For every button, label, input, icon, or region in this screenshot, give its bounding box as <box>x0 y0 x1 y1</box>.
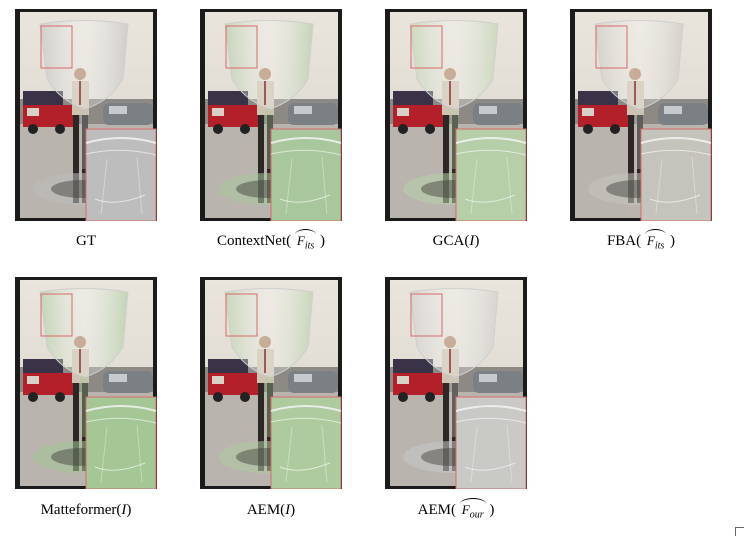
matting-result-image <box>385 9 527 221</box>
method-name: AEM( <box>417 502 456 518</box>
panel-caption: ContextNet( Fits ) <box>186 229 356 256</box>
matting-result-image <box>200 277 342 489</box>
matting-result-image <box>200 9 342 221</box>
corner-mark-icon <box>735 527 744 536</box>
input-symbol: I <box>121 502 127 518</box>
input-symbol: I <box>285 502 291 518</box>
closing-paren: ) <box>474 233 480 249</box>
input-symbol: I <box>469 233 475 249</box>
method-name: GCA( <box>432 233 470 249</box>
panel-caption: Matteformer(I) <box>1 501 171 519</box>
method-name: ContextNet( <box>216 233 292 249</box>
method-name: GT <box>76 233 96 249</box>
method-name: FBA( <box>606 233 642 249</box>
method-name: AEM( <box>246 502 286 518</box>
closing-paren: ) <box>320 233 326 249</box>
matting-result-image <box>385 277 527 489</box>
matting-result-image <box>570 9 712 221</box>
panel-caption: GCA(I) <box>371 232 541 250</box>
panel-caption: AEM( Four ) <box>371 498 541 525</box>
closing-paren: ) <box>489 502 495 518</box>
matting-result-image <box>15 9 157 221</box>
matting-result-image <box>15 277 157 489</box>
closing-paren: ) <box>290 502 296 518</box>
panel-caption: GT <box>1 232 171 250</box>
method-name: Matteformer( <box>40 502 122 518</box>
closing-paren: ) <box>126 502 132 518</box>
panel-caption: FBA( Fits ) <box>556 229 726 256</box>
feature-symbol: Four <box>459 498 486 525</box>
panel-caption: AEM(I) <box>186 501 356 519</box>
feature-symbol: Fits <box>644 229 667 256</box>
feature-symbol: Fits <box>294 229 317 256</box>
closing-paren: ) <box>670 233 676 249</box>
